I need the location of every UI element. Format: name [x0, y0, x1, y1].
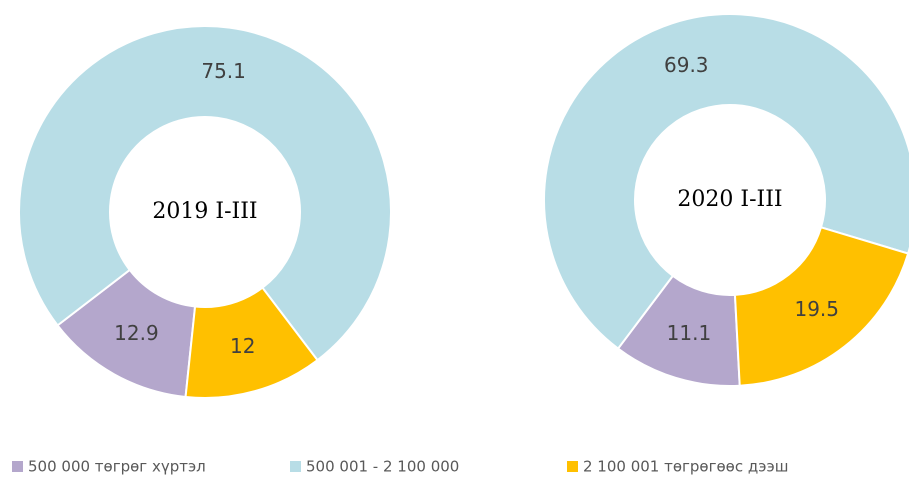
slice [184, 286, 319, 399]
legend-label: 2 100 001 төгрөгөөс дээш [583, 458, 788, 476]
slice [543, 13, 909, 350]
slice [733, 226, 909, 387]
chart-title: 2019 I-III [152, 199, 257, 224]
chart-title: 2020 I-III [677, 187, 782, 212]
legend-swatch [567, 461, 578, 472]
legend-swatch [12, 461, 23, 472]
data-label: 19.5 [794, 297, 839, 321]
legend-swatch [290, 461, 301, 472]
data-label: 12.9 [114, 321, 159, 345]
data-label: 75.1 [201, 59, 246, 83]
data-label: 12 [230, 334, 255, 358]
data-label: 11.1 [667, 321, 712, 345]
data-label: 69.3 [664, 53, 709, 77]
legend-label: 500 000 төгрөг хүртэл [28, 458, 206, 476]
legend-label: 500 001 - 2 100 000 [306, 458, 459, 476]
slice [18, 25, 392, 362]
